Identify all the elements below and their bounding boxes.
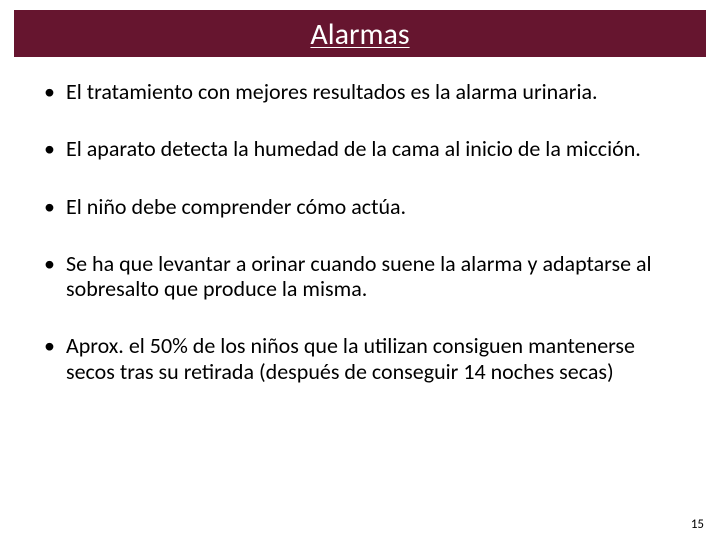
list-item: El tratamiento con mejores resultados es… — [44, 79, 688, 104]
bullet-list: El tratamiento con mejores resultados es… — [44, 79, 688, 384]
slide-content: El tratamiento con mejores resultados es… — [14, 79, 706, 384]
slide-title: Alarmas — [14, 10, 706, 57]
list-item: Aprox. el 50% de los niños que la utiliz… — [44, 333, 688, 384]
list-item: Se ha que levantar a orinar cuando suene… — [44, 251, 688, 302]
list-item: El niño debe comprender cómo actúa. — [44, 194, 688, 219]
slide: Alarmas El tratamiento con mejores resul… — [0, 0, 720, 540]
list-item: El aparato detecta la humedad de la cama… — [44, 136, 688, 161]
page-number: 15 — [691, 517, 704, 532]
